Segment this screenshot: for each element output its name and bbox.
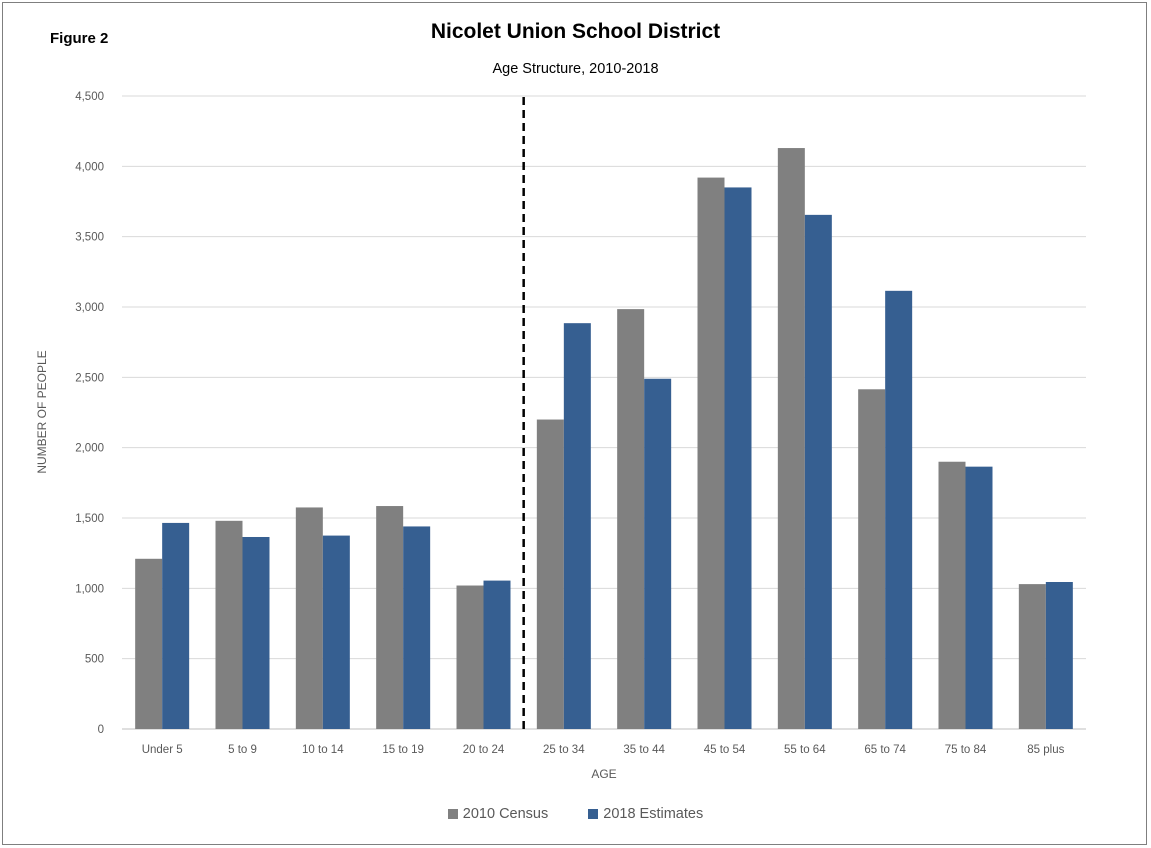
bar-census [536, 419, 564, 729]
bar-estimates [162, 522, 190, 729]
x-tick-label: 35 to 44 [623, 744, 665, 756]
x-tick-label: 5 to 9 [228, 744, 257, 756]
chart-title: Nicolet Union School District [430, 20, 721, 43]
legend-swatch-estimates [588, 809, 599, 819]
bar-census [777, 148, 805, 730]
y-tick-label: 1,000 [75, 583, 104, 595]
y-tick-label: 0 [98, 724, 104, 736]
y-tick-label: 1,500 [75, 513, 104, 525]
gridlines [122, 95, 1086, 730]
x-tick-label: 25 to 34 [543, 744, 585, 756]
x-tick-label: 65 to 74 [864, 744, 906, 756]
legend-swatch-census [447, 809, 458, 819]
y-tick-label: 3,500 [75, 232, 104, 244]
legend-item-census: 2010 Census [447, 806, 549, 822]
bar-census [938, 461, 966, 729]
chart-subtitle: Age Structure, 2010-2018 [492, 61, 659, 77]
x-tick-label: 85 plus [1027, 744, 1064, 756]
x-tick-label: 55 to 64 [784, 744, 826, 756]
bar-census [697, 177, 725, 729]
legend-label-estimates: 2018 Estimates [603, 806, 704, 822]
legend-item-estimates: 2018 Estimates [588, 806, 703, 822]
y-tick-label: 500 [85, 654, 104, 666]
bar-census [456, 585, 484, 729]
figure-label: Figure 2 [50, 30, 109, 47]
legend-label-census: 2010 Census [462, 806, 549, 822]
bar-census [617, 309, 645, 729]
bar-census [1018, 584, 1046, 729]
bar-estimates [804, 214, 832, 729]
bar-estimates [965, 466, 993, 729]
x-tick-label: 10 to 14 [302, 744, 344, 756]
x-tick-label: Under 5 [142, 744, 183, 756]
y-tick-label: 3,000 [75, 302, 104, 314]
legend: 2010 Census 2018 Estimates [0, 806, 1151, 822]
bar-estimates [563, 323, 591, 729]
y-tick-label: 4,000 [75, 161, 104, 173]
bar-census [376, 506, 404, 729]
bar-estimates [403, 526, 431, 729]
y-tick-label: 2,000 [75, 443, 104, 455]
y-axis-ticks: 0 500 1,000 1,500 2,000 2,500 3,000 3,500 4,000 4… [75, 91, 104, 736]
y-tick-label: 2,500 [75, 372, 104, 384]
bar-census [858, 389, 886, 729]
bar-estimates [724, 187, 752, 729]
y-axis-title: NUMBER OF PEOPLE [35, 350, 49, 473]
y-tick-label: 4,500 [75, 91, 104, 103]
bar-estimates [1045, 582, 1073, 729]
bar-estimates [644, 378, 672, 729]
x-tick-label: 45 to 54 [704, 744, 746, 756]
x-axis-title: AGE [591, 767, 616, 781]
x-tick-label: 20 to 24 [463, 744, 505, 756]
x-tick-label: 75 to 84 [945, 744, 987, 756]
bar-estimates [483, 580, 511, 729]
bar-census [135, 558, 163, 729]
bar-census [215, 520, 243, 729]
x-tick-label: 15 to 19 [382, 744, 424, 756]
x-axis-ticks: Under 5 5 to 9 10 to 14 15 to 19 20 to 24 25 … [142, 744, 1065, 756]
bar-estimates [322, 535, 350, 729]
bar-estimates [885, 290, 913, 729]
bars [135, 148, 1073, 730]
bar-census [295, 507, 323, 729]
bar-estimates [242, 536, 270, 729]
